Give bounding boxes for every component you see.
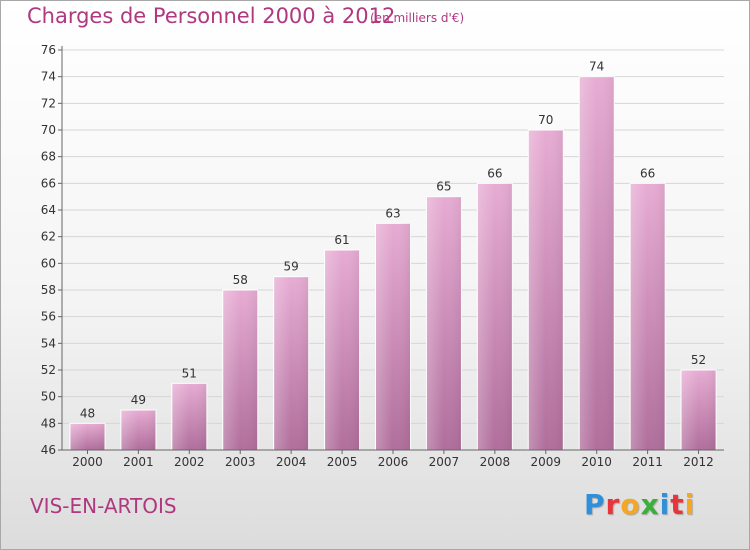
bar-value-label: 51 bbox=[182, 366, 197, 380]
x-tick-label: 2000 bbox=[72, 455, 103, 469]
bar-highlight bbox=[69, 423, 105, 450]
bar-value-label: 61 bbox=[334, 233, 349, 247]
y-tick-label: 66 bbox=[41, 176, 56, 190]
bar-value-label: 58 bbox=[233, 273, 248, 287]
bar-highlight bbox=[324, 250, 360, 450]
bar-highlight bbox=[222, 290, 258, 450]
bar-highlight bbox=[171, 383, 207, 450]
bar-value-label: 66 bbox=[487, 166, 502, 180]
chart-subtitle: (en milliers d'€) bbox=[370, 11, 465, 25]
bar-value-label: 49 bbox=[131, 393, 146, 407]
x-tick-label: 2003 bbox=[225, 455, 256, 469]
x-tick-label: 2011 bbox=[632, 455, 663, 469]
bar-value-label: 66 bbox=[640, 166, 655, 180]
x-tick-label: 2009 bbox=[530, 455, 561, 469]
y-tick-label: 48 bbox=[41, 416, 56, 430]
x-tick-label: 2012 bbox=[683, 455, 714, 469]
y-tick-label: 58 bbox=[41, 283, 56, 297]
y-tick-label: 50 bbox=[41, 390, 56, 404]
bar-value-label: 74 bbox=[589, 60, 604, 74]
y-tick-label: 56 bbox=[41, 310, 56, 324]
y-tick-label: 62 bbox=[41, 230, 56, 244]
place-name: VIS-EN-ARTOIS bbox=[30, 494, 177, 518]
bar-highlight bbox=[375, 223, 411, 450]
y-tick-label: 74 bbox=[41, 70, 56, 84]
y-tick-label: 52 bbox=[41, 363, 56, 377]
x-tick-label: 2002 bbox=[174, 455, 205, 469]
bar-highlight bbox=[477, 183, 513, 451]
y-tick-label: 60 bbox=[41, 256, 56, 270]
x-tick-label: 2010 bbox=[581, 455, 612, 469]
bar-value-label: 48 bbox=[80, 406, 95, 420]
y-tick-label: 72 bbox=[41, 96, 56, 110]
y-tick-label: 54 bbox=[41, 336, 56, 350]
x-tick-label: 2006 bbox=[378, 455, 409, 469]
x-tick-label: 2001 bbox=[123, 455, 154, 469]
bar-highlight bbox=[681, 370, 717, 450]
bar-value-label: 65 bbox=[436, 180, 451, 194]
bar-highlight bbox=[528, 130, 564, 450]
bar-highlight bbox=[120, 410, 156, 450]
bar-value-label: 63 bbox=[385, 206, 400, 220]
logo-letter: i bbox=[684, 488, 696, 521]
bar-highlight bbox=[426, 196, 462, 450]
logo-letter: P bbox=[584, 488, 606, 521]
bar-value-label: 70 bbox=[538, 113, 553, 127]
logo-letter: x bbox=[640, 488, 660, 521]
bar-value-label: 52 bbox=[691, 353, 706, 367]
logo-letter: o bbox=[620, 488, 641, 521]
x-tick-label: 2004 bbox=[276, 455, 307, 469]
proxiti-logo: Proxiti bbox=[584, 488, 695, 521]
x-tick-label: 2007 bbox=[429, 455, 460, 469]
y-tick-label: 76 bbox=[41, 43, 56, 57]
bar-highlight bbox=[579, 76, 615, 451]
y-tick-label: 70 bbox=[41, 123, 56, 137]
x-tick-label: 2005 bbox=[327, 455, 358, 469]
logo-letter: t bbox=[670, 488, 685, 521]
y-tick-label: 68 bbox=[41, 150, 56, 164]
bar-value-label: 59 bbox=[284, 260, 299, 274]
x-tick-label: 2008 bbox=[480, 455, 511, 469]
bar-highlight bbox=[630, 183, 666, 451]
y-tick-label: 64 bbox=[41, 203, 56, 217]
y-tick-label: 46 bbox=[41, 443, 56, 457]
logo-letter: r bbox=[605, 488, 621, 521]
chart-title: Charges de Personnel 2000 à 2012 bbox=[27, 4, 396, 28]
bar-highlight bbox=[273, 276, 309, 450]
logo-letter: i bbox=[659, 488, 671, 521]
